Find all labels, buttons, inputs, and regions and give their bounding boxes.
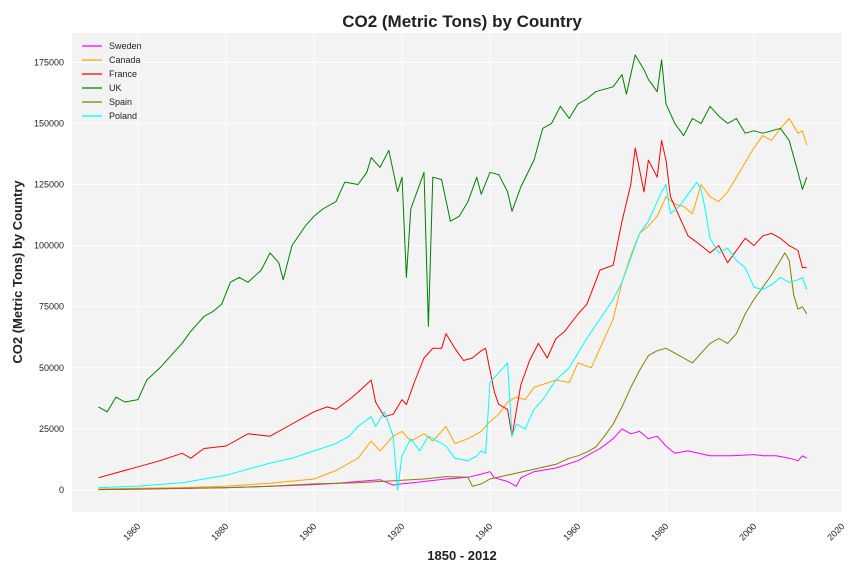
y-tick-label: 25000 [39,424,64,434]
legend-label-sweden: Sweden [109,41,142,51]
series-lines [98,54,808,491]
legend-label-uk: UK [109,83,122,93]
x-tick-label: 1940 [473,521,494,542]
legend-label-canada: Canada [109,55,141,65]
x-tick-label: 1880 [209,521,230,542]
series-line-spain [98,252,808,490]
series-line-poland [98,181,808,491]
plot-area [72,33,842,512]
y-tick-label: 150000 [34,118,64,128]
y-axis-ticks: 0 25000 50000 75000 100000 125000 150000 175000 [34,57,64,495]
legend-label-poland: Poland [109,111,137,121]
x-axis-label: 1850 - 2012 [427,548,496,563]
y-tick-label: 100000 [34,241,64,251]
series-line-canada [98,118,808,490]
grid-lines [72,33,843,512]
y-axis-label: CO2 (Metric Tons) by Country [10,180,25,364]
x-tick-label: 2020 [825,521,846,542]
series-line-sweden [98,428,808,491]
x-tick-label: 2000 [737,521,758,542]
x-tick-label: 1860 [121,521,142,542]
y-tick-label: 0 [59,485,64,495]
legend: Sweden Canada France UK Spain Poland [82,41,142,121]
y-tick-label: 175000 [34,57,64,67]
series-line-uk [98,54,808,413]
x-tick-label: 1960 [561,521,582,542]
x-tick-label: 1920 [385,521,406,542]
legend-label-france: France [109,69,137,79]
chart-title: CO2 (Metric Tons) by Country [342,12,582,31]
x-tick-label: 1900 [297,521,318,542]
y-tick-label: 75000 [39,302,64,312]
y-tick-label: 125000 [34,180,64,190]
x-axis-ticks: 1860 1880 1900 1920 1940 1960 1980 2000 2020 [121,521,846,542]
y-tick-label: 50000 [39,363,64,373]
legend-label-spain: Spain [109,97,132,107]
x-tick-label: 1980 [649,521,670,542]
